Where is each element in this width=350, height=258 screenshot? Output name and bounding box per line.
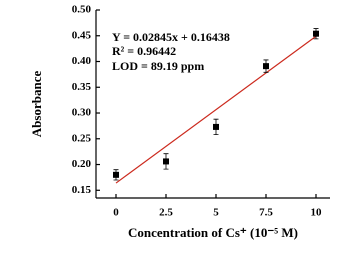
- y-tick-label: 0.20: [72, 158, 92, 170]
- y-axis-label: Absorbance: [29, 71, 44, 138]
- equation: Y = 0.02845x + 0.16438: [112, 30, 230, 44]
- y-tick-label: 0.40: [72, 55, 92, 67]
- x-tick-label: 7.5: [259, 207, 273, 219]
- x-tick-label: 10: [311, 207, 323, 219]
- lod: LOD = 89.19 ppm: [112, 59, 204, 73]
- x-tick-label: 5: [213, 207, 219, 219]
- y-tick-label: 0.25: [72, 132, 92, 144]
- fit-line: [115, 35, 317, 184]
- y-tick-label: 0.45: [72, 29, 92, 41]
- y-tick-label: 0.15: [72, 184, 92, 196]
- data-point: [313, 30, 319, 37]
- data-point: [113, 171, 119, 178]
- y-tick-label: 0.50: [72, 4, 92, 16]
- r-squared: R² = 0.96442: [112, 44, 176, 58]
- data-point: [163, 158, 169, 165]
- y-tick-label: 0.30: [72, 107, 92, 119]
- x-tick-label: 2.5: [159, 207, 173, 219]
- x-axis-label: Concentration of Cs⁺ (10⁻⁵ M): [128, 225, 298, 240]
- x-tick-label: 0: [113, 207, 119, 219]
- data-point: [263, 63, 269, 70]
- data-point: [213, 123, 219, 130]
- y-tick-label: 0.35: [72, 81, 92, 93]
